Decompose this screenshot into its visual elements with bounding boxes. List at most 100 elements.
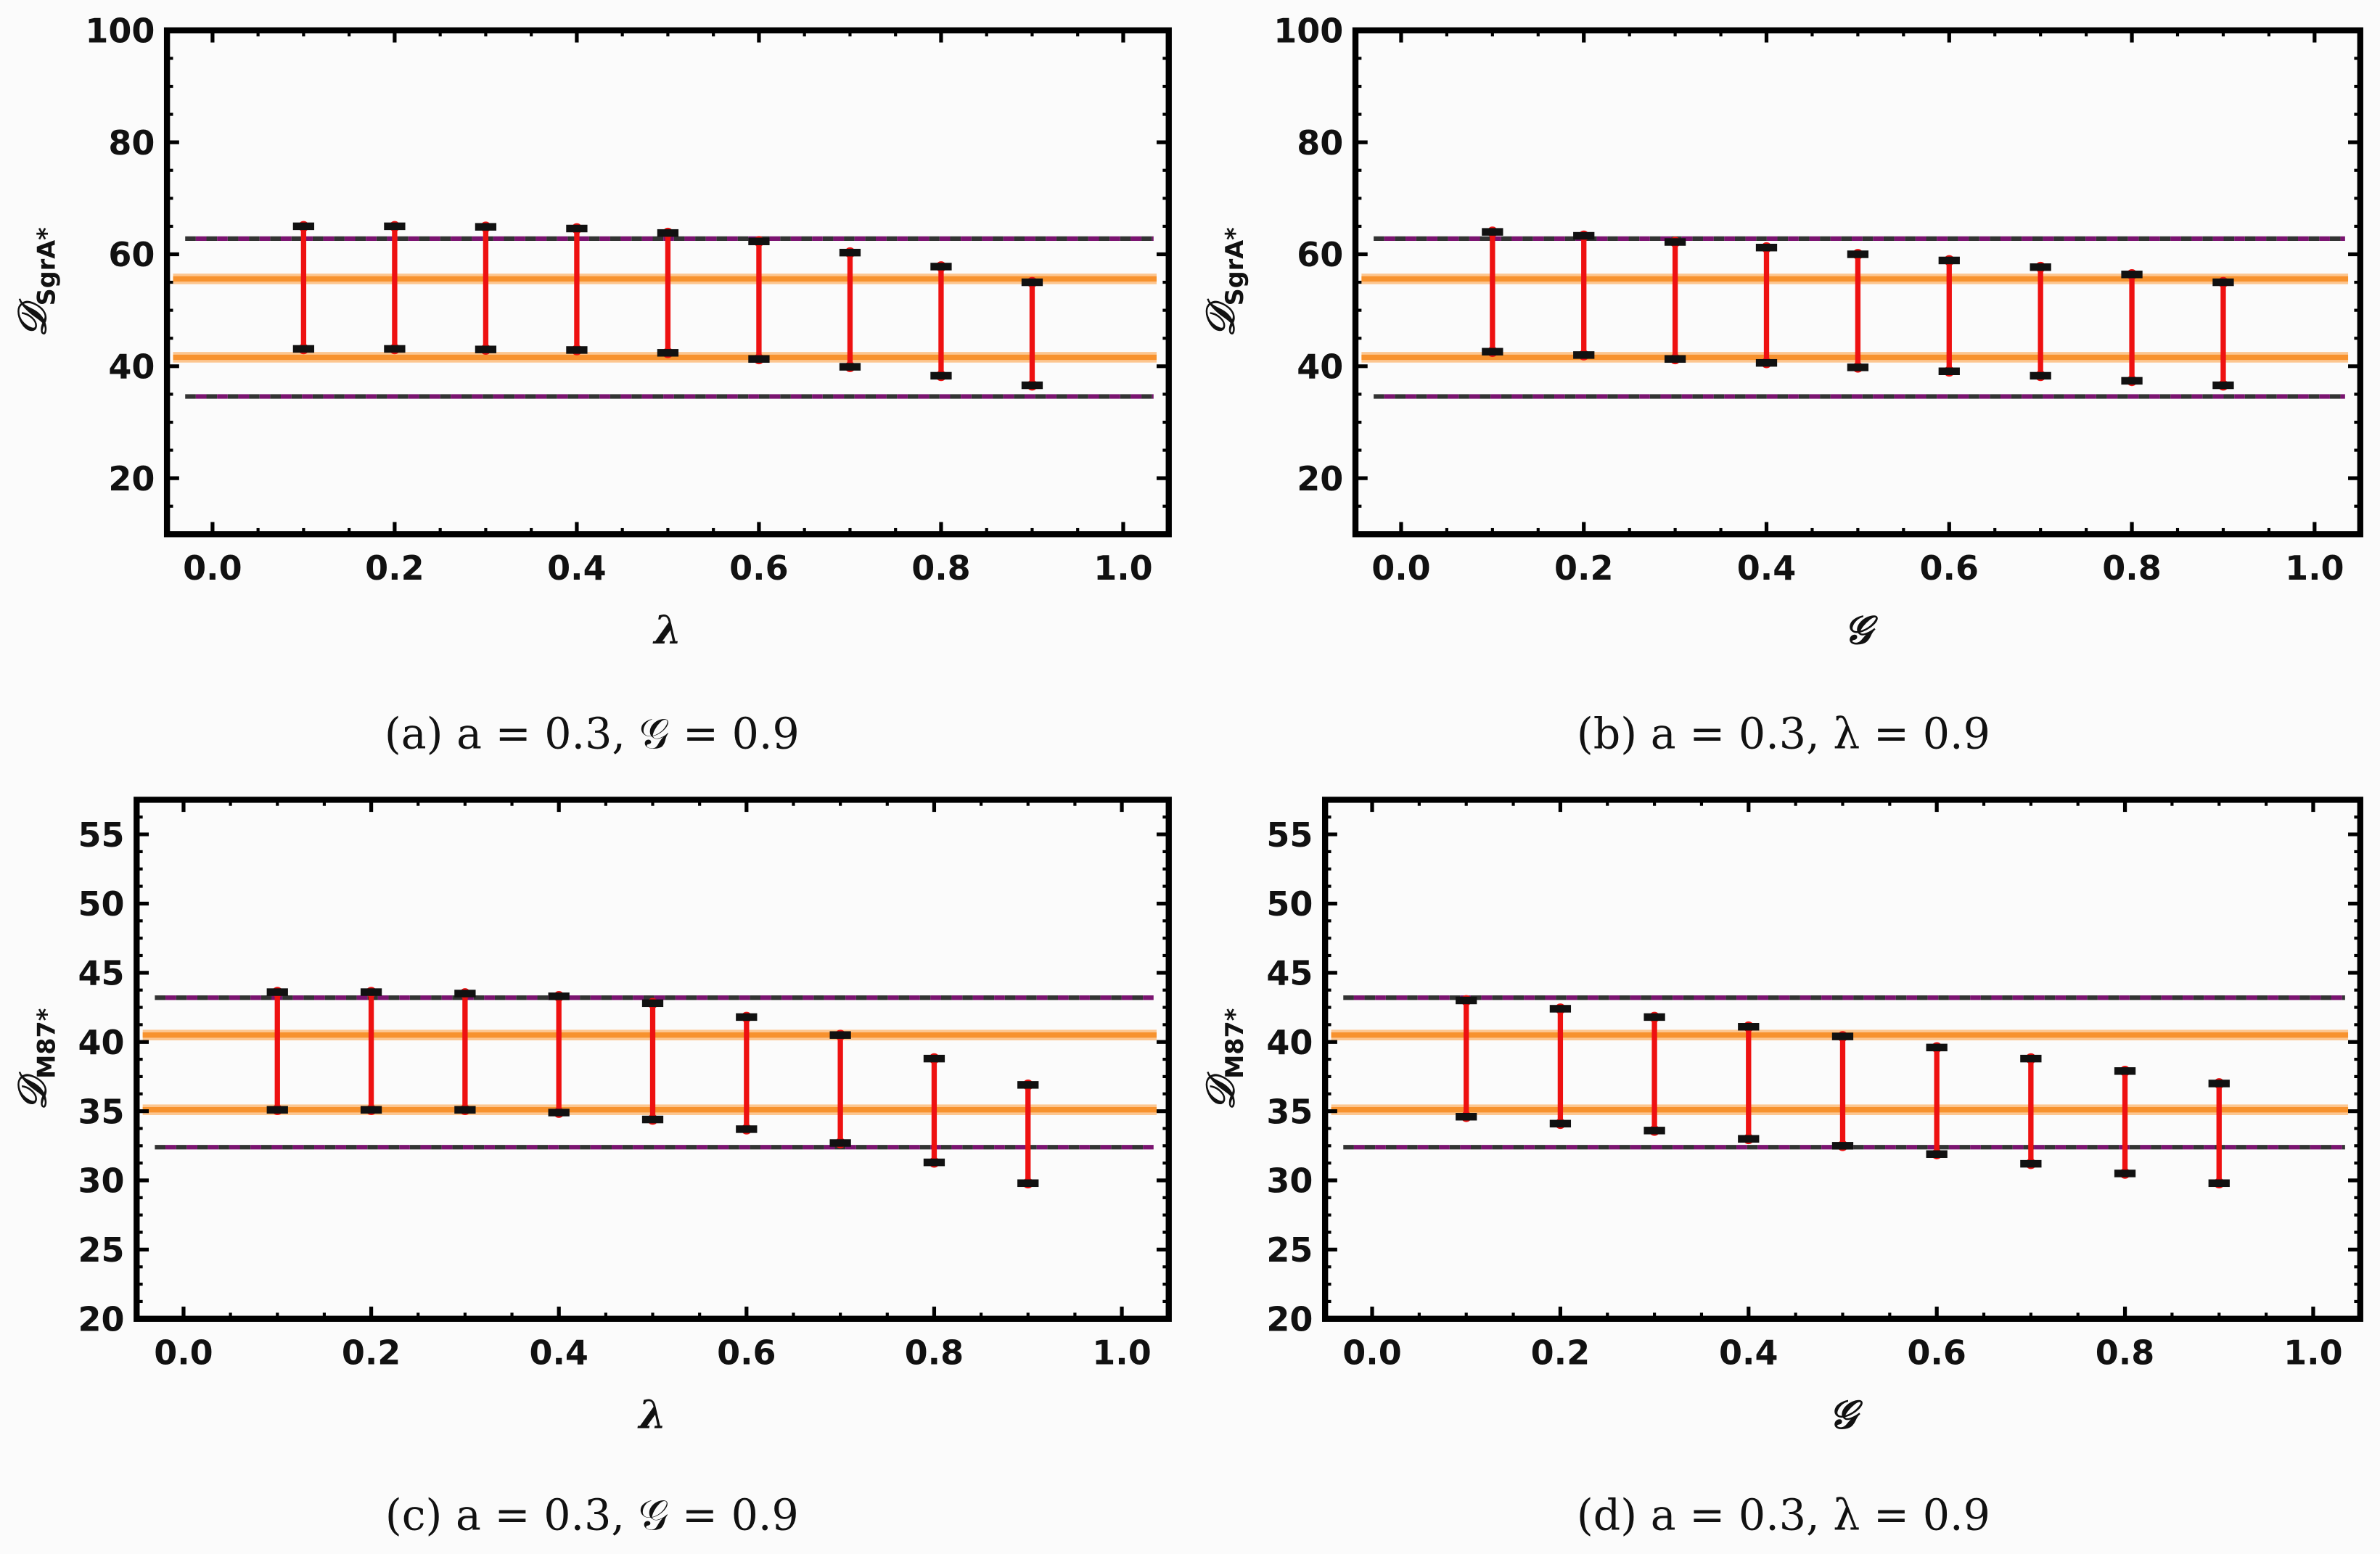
x-axis-label: λ bbox=[652, 607, 681, 653]
error-bar-top-cap bbox=[2212, 278, 2234, 287]
error-bar-top-cap bbox=[1573, 231, 1595, 240]
x-tick-label: 0.8 bbox=[2096, 1333, 2155, 1373]
error-bar-bottom-cap bbox=[384, 345, 406, 353]
error-bar-bottom-cap bbox=[1847, 363, 1869, 371]
y-tick-label: 40 bbox=[1297, 348, 1343, 387]
error-bar-top-cap bbox=[923, 1054, 945, 1063]
y-tick-label: 20 bbox=[78, 1300, 125, 1339]
error-bar-top-cap bbox=[475, 223, 497, 231]
x-tick-label: 1.0 bbox=[2283, 1333, 2343, 1373]
error-bar-bottom-cap bbox=[475, 345, 497, 353]
error-bar-top-cap bbox=[1456, 996, 1477, 1005]
x-tick-label: 1.0 bbox=[2285, 548, 2344, 588]
error-bar-bottom-cap bbox=[1831, 1142, 1854, 1150]
error-bar-top-cap bbox=[1831, 1032, 1854, 1040]
y-tick-label: 35 bbox=[1266, 1092, 1313, 1131]
x-tick-label: 0.8 bbox=[2102, 548, 2162, 588]
y-axis-label: 𝒟M87* bbox=[9, 1008, 61, 1111]
error-bar-top-cap bbox=[292, 222, 315, 231]
error-bar-top-cap bbox=[1644, 1013, 1665, 1021]
x-tick-label: 0.2 bbox=[365, 548, 424, 588]
y-axis-label: 𝒟SgrA* bbox=[1197, 227, 1250, 337]
x-tick-label: 0.6 bbox=[729, 548, 789, 588]
error-bar-bottom-cap bbox=[839, 363, 861, 371]
x-axis-label: 𝒢 bbox=[1829, 1391, 1863, 1437]
error-bar-top-cap bbox=[454, 990, 476, 998]
error-bar-top-cap bbox=[748, 237, 770, 245]
y-tick-label: 25 bbox=[78, 1230, 125, 1270]
error-bar-bottom-cap bbox=[566, 346, 588, 354]
error-bar-bottom-cap bbox=[1482, 348, 1503, 355]
error-bar-top-cap bbox=[360, 988, 382, 996]
error-bar-bottom-cap bbox=[2030, 371, 2051, 380]
y-tick-label: 80 bbox=[108, 123, 155, 163]
error-bar-bottom-cap bbox=[1926, 1150, 1948, 1158]
x-axis-label: 𝒢 bbox=[1844, 607, 1879, 653]
error-bar-bottom-cap bbox=[1938, 367, 1960, 375]
error-bar-top-cap bbox=[1664, 238, 1686, 246]
x-tick-label: 0.8 bbox=[905, 1333, 964, 1373]
error-bar-bottom-cap bbox=[1644, 1127, 1665, 1135]
error-bar-bottom-cap bbox=[1549, 1119, 1572, 1128]
error-bar-bottom-cap bbox=[292, 345, 315, 353]
error-bar-bottom-cap bbox=[1738, 1135, 1760, 1143]
error-bar-top-cap bbox=[384, 222, 406, 231]
y-tick-label: 60 bbox=[108, 235, 155, 274]
y-tick-label: 60 bbox=[1297, 235, 1343, 274]
y-tick-label: 20 bbox=[1297, 459, 1343, 498]
y-tick-label: 100 bbox=[1273, 12, 1343, 51]
y-tick-label: 55 bbox=[1266, 815, 1313, 855]
panel-b: 0.0 0.2 0.4 0.6 0.8 1.0 20 40 60 80 100 𝒢 𝒟SgrA* bbox=[1197, 12, 2363, 653]
error-bar-bottom-cap bbox=[548, 1109, 570, 1117]
x-tick-label: 0.4 bbox=[1737, 548, 1796, 588]
x-tick-label: 0.0 bbox=[154, 1333, 213, 1373]
error-bar-top-cap bbox=[657, 229, 679, 237]
x-tick-label: 0.4 bbox=[1719, 1333, 1778, 1373]
y-axis-label-subscript: SgrA* bbox=[1220, 227, 1249, 305]
error-bar-top-cap bbox=[566, 224, 588, 233]
y-axis-label-subscript: M87* bbox=[32, 1008, 60, 1079]
error-bar-bottom-cap bbox=[641, 1115, 664, 1124]
error-bar-bottom-cap bbox=[2121, 377, 2143, 385]
y-tick-label: 30 bbox=[1266, 1162, 1313, 1201]
y-tick-label: 50 bbox=[78, 884, 125, 924]
error-bar-bottom-cap bbox=[1573, 351, 1595, 359]
error-bar-top-cap bbox=[266, 988, 288, 996]
error-bar-bottom-cap bbox=[1021, 381, 1043, 390]
error-bar-top-cap bbox=[2121, 271, 2143, 279]
y-tick-label: 35 bbox=[78, 1092, 125, 1131]
x-axis-label: λ bbox=[637, 1391, 666, 1437]
y-tick-label: 80 bbox=[1297, 123, 1343, 163]
error-bar-top-cap bbox=[1549, 1005, 1572, 1013]
y-tick-label: 30 bbox=[78, 1162, 125, 1201]
error-bar-top-cap bbox=[1017, 1081, 1039, 1089]
error-bar-bottom-cap bbox=[1017, 1179, 1039, 1188]
error-bar-top-cap bbox=[829, 1031, 851, 1039]
error-bar-top-cap bbox=[1482, 228, 1503, 236]
x-tick-label: 0.8 bbox=[911, 548, 971, 588]
x-tick-label: 0.6 bbox=[717, 1333, 776, 1373]
error-bar-top-cap bbox=[1755, 244, 1778, 252]
y-tick-label: 40 bbox=[108, 348, 155, 387]
y-tick-label: 100 bbox=[85, 12, 155, 51]
error-bar-bottom-cap bbox=[1664, 355, 1686, 363]
x-tick-label: 1.0 bbox=[1092, 1333, 1152, 1373]
x-tick-label: 0.0 bbox=[1371, 548, 1431, 588]
error-bar-bottom-cap bbox=[736, 1125, 758, 1133]
error-bar-bottom-cap bbox=[1755, 358, 1778, 367]
error-bar-top-cap bbox=[1926, 1043, 1948, 1052]
y-tick-label: 45 bbox=[1266, 954, 1313, 993]
y-tick-label: 45 bbox=[78, 954, 125, 993]
y-axis-label: 𝒟SgrA* bbox=[9, 227, 61, 337]
error-bar-top-cap bbox=[736, 1013, 758, 1021]
error-bar-top-cap bbox=[641, 999, 664, 1008]
error-bar-top-cap bbox=[930, 263, 952, 271]
error-bar-bottom-cap bbox=[829, 1139, 851, 1147]
error-bar-top-cap bbox=[2020, 1054, 2042, 1063]
error-bar-top-cap bbox=[548, 992, 570, 1000]
x-tick-label: 0.0 bbox=[1342, 1333, 1402, 1373]
error-bar-top-cap bbox=[1021, 278, 1043, 287]
error-bar-bottom-cap bbox=[454, 1106, 476, 1114]
